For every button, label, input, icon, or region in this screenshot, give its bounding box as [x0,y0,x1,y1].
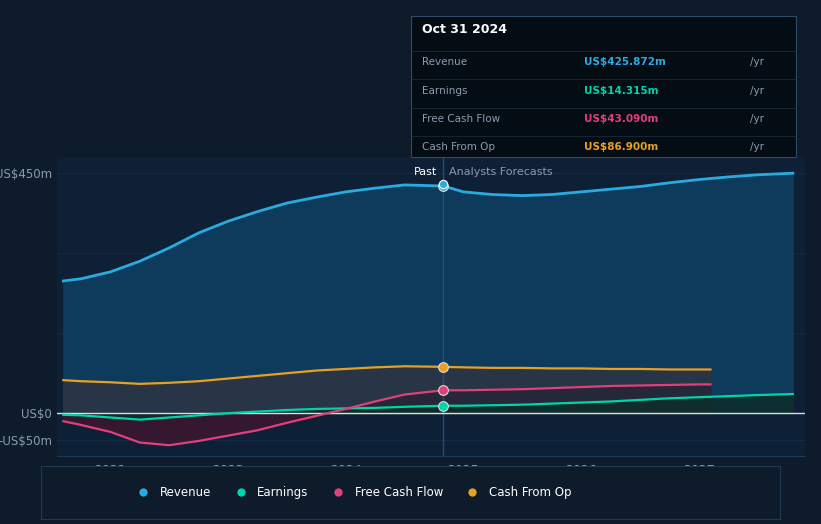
Text: /yr: /yr [750,58,764,68]
Text: US$43.090m: US$43.090m [585,114,658,124]
Text: Revenue: Revenue [422,58,467,68]
Text: Free Cash Flow: Free Cash Flow [422,114,500,124]
Text: Cash From Op: Cash From Op [422,143,495,152]
Text: Analysts Forecasts: Analysts Forecasts [449,168,553,178]
Text: /yr: /yr [750,143,764,152]
Text: Oct 31 2024: Oct 31 2024 [422,24,507,36]
Text: US$86.900m: US$86.900m [585,143,658,152]
Text: US$14.315m: US$14.315m [585,86,658,96]
Text: Earnings: Earnings [422,86,468,96]
Legend: Revenue, Earnings, Free Cash Flow, Cash From Op: Revenue, Earnings, Free Cash Flow, Cash … [126,482,576,504]
Text: US$425.872m: US$425.872m [585,58,666,68]
Text: Past: Past [415,168,438,178]
Text: /yr: /yr [750,86,764,96]
Text: /yr: /yr [750,114,764,124]
